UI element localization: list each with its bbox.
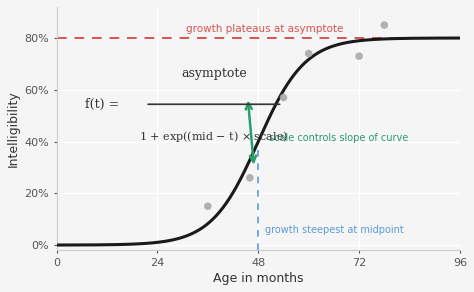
Point (381, 23, 388, 27)
Text: growth plateaus at asymptote: growth plateaus at asymptote (186, 24, 343, 34)
Point (246, 175, 254, 180)
Point (356, 54, 363, 58)
Text: asymptote: asymptote (181, 67, 247, 80)
Y-axis label: Intelligibility: Intelligibility (7, 90, 20, 167)
Point (280, 95, 287, 100)
Point (204, 204, 211, 208)
Text: scale controls slope of curve: scale controls slope of curve (269, 133, 408, 143)
Text: 1 + exp((mid $-$ t) $\times$ scale): 1 + exp((mid $-$ t) $\times$ scale) (139, 128, 289, 144)
Point (305, 51, 312, 56)
X-axis label: Age in months: Age in months (213, 272, 303, 285)
Text: f(t) =: f(t) = (85, 98, 119, 111)
Text: growth steepest at midpoint: growth steepest at midpoint (264, 225, 403, 235)
